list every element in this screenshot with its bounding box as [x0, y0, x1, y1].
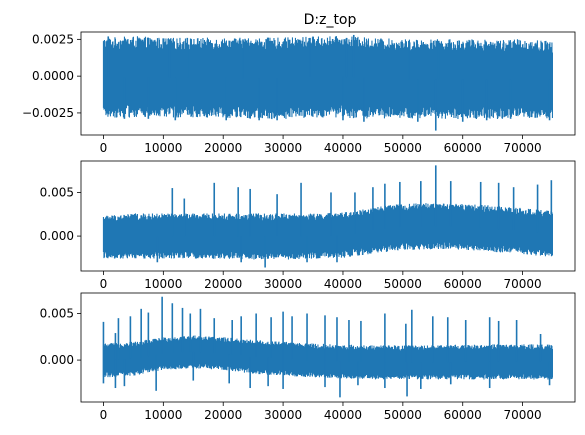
x-tick-label: 60000: [444, 141, 482, 155]
x-tick-label: 70000: [504, 141, 542, 155]
y-tick-label: 0.005: [40, 185, 74, 199]
x-tick-label: 60000: [444, 277, 482, 291]
x-tick-label: 40000: [324, 141, 362, 155]
axes-frame: [80, 160, 576, 272]
y-tick-label: 0.000: [40, 229, 74, 243]
x-tick-label: 70000: [504, 408, 542, 422]
x-tick-label: 20000: [204, 277, 242, 291]
y-tick-label: 0.0000: [32, 69, 74, 83]
x-tick-label: 60000: [444, 408, 482, 422]
x-tick-label: 40000: [324, 408, 362, 422]
subplot-middle: 0 10000 20000 30000 40000 50000 60000 70000 0.00…: [40, 160, 576, 291]
series-line: [102, 36, 553, 120]
x-tick-label: 0: [100, 277, 108, 291]
x-tick-label: 0: [100, 141, 108, 155]
subplot-bottom: 0 10000 20000 30000 40000 50000 60000 70000 0.00…: [40, 292, 576, 422]
x-tick-label: 50000: [384, 277, 422, 291]
x-tick-label: 10000: [144, 277, 182, 291]
x-tick-label: 10000: [144, 141, 182, 155]
x-tick-label: 70000: [504, 277, 542, 291]
x-tick-label: 20000: [204, 408, 242, 422]
x-tick-label: 40000: [324, 277, 362, 291]
y-tick-label: 0.0025: [32, 32, 74, 46]
series-line: [102, 203, 553, 260]
chart-title: D:z_top: [304, 12, 357, 28]
x-tick-label: 0: [100, 408, 108, 422]
axes-frame: [80, 31, 576, 136]
x-tick-label: 50000: [384, 141, 422, 155]
x-tick-label: 30000: [264, 141, 302, 155]
x-tick-label: 10000: [144, 408, 182, 422]
x-tick-label: 20000: [204, 141, 242, 155]
x-tick-label: 50000: [384, 408, 422, 422]
subplot-top: D:z_top 0 10000 20000 30000 40000 50000 60000 7…: [22, 12, 576, 155]
y-tick-label: 0.000: [40, 353, 74, 367]
x-tick-label: 30000: [264, 408, 302, 422]
y-tick-label: 0.005: [40, 306, 74, 320]
axes-frame: [80, 292, 576, 403]
x-tick-label: 30000: [264, 277, 302, 291]
y-tick-label: −0.0025: [22, 106, 74, 120]
